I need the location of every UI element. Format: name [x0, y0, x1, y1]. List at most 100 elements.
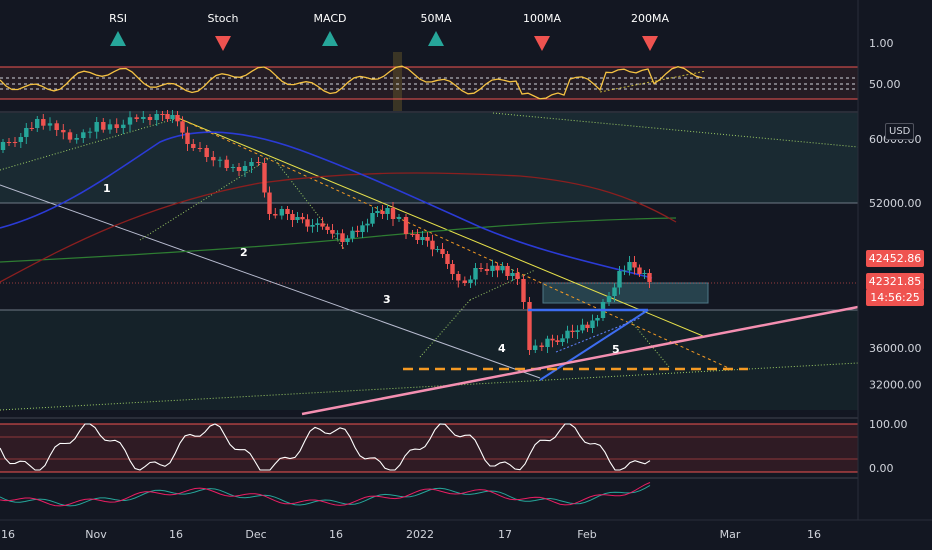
- candle-body: [67, 132, 73, 140]
- candle-body: [473, 268, 478, 280]
- candle-body: [505, 266, 510, 276]
- candle-body: [555, 340, 560, 342]
- candlesticks: [0, 110, 652, 355]
- x-tick-label: 2022: [406, 528, 434, 541]
- candle-body: [290, 214, 295, 220]
- candle-body: [435, 249, 440, 250]
- oscillator-panel: [0, 482, 651, 507]
- candle-body: [570, 330, 575, 332]
- arrow-up-icon: [428, 31, 444, 46]
- candle-body: [18, 137, 23, 142]
- candle-body: [279, 209, 284, 216]
- wave-label: 1: [103, 182, 111, 195]
- candle-body: [127, 117, 133, 125]
- wave-label: 5: [612, 343, 620, 356]
- candle-body: [300, 217, 305, 220]
- x-tick-labels: 16 Nov 16 Dec 16 2022 17 Feb Mar 16: [1, 528, 821, 541]
- ma-50-line: [0, 131, 653, 279]
- candle-body: [456, 274, 461, 281]
- candle-body: [134, 117, 139, 119]
- ma-100-line: [0, 172, 677, 283]
- candle-body: [154, 114, 159, 120]
- candle-body: [191, 144, 196, 148]
- candle-body: [295, 217, 300, 220]
- candle-body: [478, 268, 484, 269]
- candle-body: [0, 142, 6, 150]
- bid-price-badge: 42321.85: [866, 273, 924, 290]
- x-tick-label: Mar: [720, 528, 741, 541]
- candle-body: [236, 167, 242, 171]
- candle-body: [170, 115, 175, 119]
- candle-body: [330, 230, 335, 234]
- y-tick-label: 100.00: [869, 418, 908, 431]
- candle-body: [94, 122, 99, 132]
- rsi-panel: [0, 52, 858, 112]
- candle-body: [403, 217, 409, 234]
- signal-label: MACD: [314, 12, 347, 25]
- candle-body: [396, 217, 402, 219]
- candle-body: [101, 122, 106, 130]
- candle-body: [539, 345, 544, 347]
- y-tick-label: 32000.00: [869, 378, 922, 391]
- rsi-line: [0, 65, 703, 100]
- triangle-inner-line: [555, 317, 641, 353]
- channel-upper-line: [177, 117, 704, 337]
- signal-label: 50MA: [420, 12, 451, 25]
- y-tick-label: 0.00: [869, 462, 894, 475]
- candle-body: [6, 142, 12, 143]
- rsi-band: [0, 67, 858, 99]
- candle-body: [606, 296, 612, 302]
- candle-body: [121, 124, 126, 128]
- candle-body: [315, 223, 320, 225]
- candle-body: [175, 115, 180, 122]
- candle-body: [580, 324, 585, 331]
- candle-body: [430, 240, 435, 250]
- candle-body: [285, 209, 290, 214]
- candle-body: [632, 262, 637, 268]
- signal-indicators: RSI Stoch MACD 50MA 100MA 200MA: [109, 12, 669, 51]
- candle-body: [510, 273, 515, 276]
- x-tick-label: Nov: [85, 528, 107, 541]
- x-tick-label: 16: [1, 528, 15, 541]
- candle-body: [107, 124, 113, 130]
- candle-body: [35, 119, 40, 128]
- candle-body: [180, 121, 185, 133]
- candle-body: [224, 159, 229, 168]
- candle-body: [585, 324, 590, 328]
- candle-body: [560, 338, 565, 342]
- candle-body: [267, 192, 272, 214]
- candle-body: [24, 128, 29, 137]
- candle-body: [41, 119, 46, 126]
- stoch-line: [0, 423, 651, 471]
- candle-body: [305, 219, 310, 227]
- candle-body: [420, 237, 425, 240]
- candle-body: [249, 162, 254, 166]
- x-tick-label: 16: [329, 528, 343, 541]
- candle-body: [617, 271, 622, 288]
- candle-body: [74, 138, 79, 140]
- candle-body: [468, 279, 473, 283]
- range-zone-upper: [0, 113, 858, 203]
- candle-body: [114, 124, 119, 128]
- candle-body: [550, 338, 555, 341]
- descending-trend-line: [492, 112, 859, 148]
- candle-body: [622, 270, 627, 272]
- candle-body: [141, 117, 146, 119]
- arrow-down-icon: [534, 36, 550, 51]
- currency-badge[interactable]: USD: [885, 123, 915, 140]
- candle-body: [612, 287, 617, 296]
- candle-body: [415, 234, 420, 240]
- rsi-highlight-column: [393, 52, 402, 112]
- candle-body: [320, 223, 325, 227]
- candle-body: [370, 213, 375, 224]
- breakout-box: [542, 282, 709, 304]
- long-trend-line: [0, 362, 859, 411]
- main-panel: 1 2 3 4 5: [0, 110, 859, 416]
- wave-label: 2: [240, 246, 248, 259]
- candle-body: [484, 269, 490, 271]
- candle-body: [533, 345, 538, 350]
- candle-body: [545, 338, 550, 347]
- candle-body: [345, 238, 350, 242]
- candle-body: [627, 262, 632, 271]
